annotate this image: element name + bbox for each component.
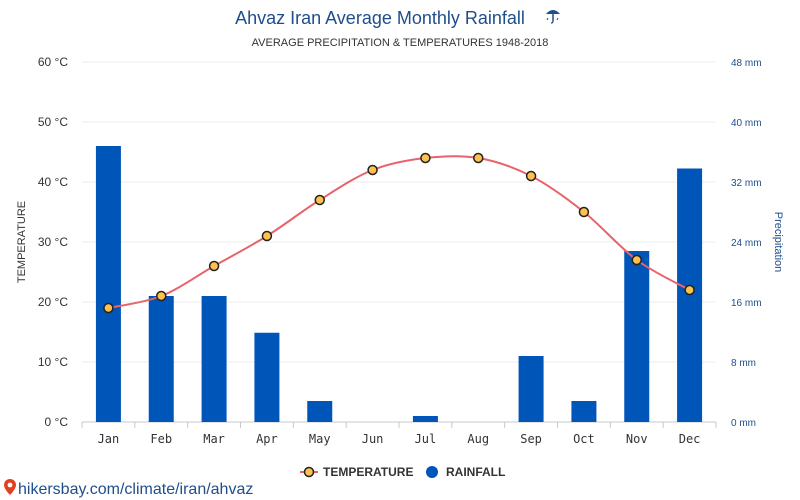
temperature-point[interactable] [103, 302, 114, 314]
umbrella-rain-icon [546, 10, 560, 24]
x-tick-label: Jan [98, 432, 120, 446]
rainfall-bar[interactable] [148, 296, 174, 422]
temperature-point[interactable] [208, 260, 220, 272]
x-tick-label: Apr [256, 432, 278, 446]
source-link[interactable]: hikersbay.com/climate/iran/ahvaz [4, 479, 253, 498]
y-left-axis-title: TEMPERATURE [16, 201, 28, 283]
legend-item-rainfall[interactable]: RAINFALL [426, 465, 505, 479]
x-axis-ticks: Jan Feb Mar Apr May Jun Jul Aug Sep Oct Nov Dec [98, 432, 701, 446]
left-axis-ticks: 0 °C 10 °C 20 °C 30 °C 40 °C 50 °C 60 °C [38, 55, 68, 429]
y-right-tick-label: 24 mm [731, 238, 762, 249]
rainfall-bar[interactable] [95, 146, 121, 422]
rainfall-bar[interactable] [307, 401, 333, 422]
temperature-point[interactable] [367, 164, 378, 176]
chart-title: Ahvaz Iran Average Monthly Rainfall [235, 8, 525, 28]
y-left-tick-label: 0 °C [45, 415, 69, 429]
x-tick-label: Feb [150, 432, 172, 446]
x-tick-label: Jun [362, 432, 384, 446]
rainfall-bar[interactable] [624, 251, 650, 422]
temperature-point[interactable] [473, 152, 484, 164]
temperature-point[interactable] [261, 230, 273, 242]
source-url: hikersbay.com/climate/iran/ahvaz [18, 481, 253, 498]
x-tick-label: Jul [415, 432, 437, 446]
legend-label-temperature: TEMPERATURE [323, 465, 413, 479]
x-tick-label: Sep [520, 432, 542, 446]
y-left-tick-label: 10 °C [38, 355, 68, 369]
x-tick-label: Mar [203, 432, 225, 446]
x-tick-label: May [309, 432, 331, 446]
legend-rainfall-marker [426, 466, 438, 478]
rainfall-bars [95, 146, 703, 422]
x-tick-label: Nov [626, 432, 648, 446]
y-right-tick-label: 16 mm [731, 298, 762, 309]
temperature-line [108, 155, 691, 309]
y-left-tick-label: 30 °C [38, 235, 68, 249]
temperature-point[interactable] [684, 284, 695, 296]
y-left-tick-label: 40 °C [38, 175, 68, 189]
rainfall-bar[interactable] [201, 296, 227, 422]
y-right-tick-label: 8 mm [731, 358, 756, 369]
y-right-tick-label: 0 mm [731, 418, 756, 429]
rainfall-bar[interactable] [254, 332, 280, 422]
temperature-point[interactable] [420, 152, 431, 164]
rainfall-bar[interactable] [518, 356, 544, 422]
x-tick-label: Oct [573, 432, 595, 446]
legend-label-rainfall: RAINFALL [446, 465, 505, 479]
legend: TEMPERATURE RAINFALL [300, 465, 505, 479]
y-right-tick-label: 40 mm [731, 118, 762, 129]
temperature-point[interactable] [525, 170, 537, 182]
legend-temperature-marker [303, 466, 315, 478]
gridlines [81, 61, 717, 428]
y-right-axis-title: Precipitation [772, 212, 784, 273]
temperature-point[interactable] [314, 194, 325, 206]
y-left-tick-label: 60 °C [38, 55, 68, 69]
temperature-point[interactable] [631, 254, 642, 266]
legend-item-temperature[interactable]: TEMPERATURE [300, 465, 413, 479]
chart-subtitle: AVERAGE PRECIPITATION & TEMPERATURES 194… [252, 37, 549, 49]
temperature-point[interactable] [156, 290, 167, 302]
location-pin-icon [4, 479, 16, 495]
x-tick-label: Aug [467, 432, 489, 446]
y-left-tick-label: 50 °C [38, 115, 68, 129]
right-axis-ticks: 0 mm 8 mm 16 mm 24 mm 32 mm 40 mm 48 mm [731, 58, 762, 429]
y-right-tick-label: 48 mm [731, 58, 762, 69]
y-left-tick-label: 20 °C [38, 295, 68, 309]
temperature-markers [103, 152, 695, 314]
x-tick-label: Dec [679, 432, 701, 446]
temperature-point[interactable] [578, 206, 590, 218]
rainfall-bar[interactable] [412, 416, 438, 422]
y-right-tick-label: 32 mm [731, 178, 762, 189]
rainfall-bar[interactable] [571, 401, 597, 422]
